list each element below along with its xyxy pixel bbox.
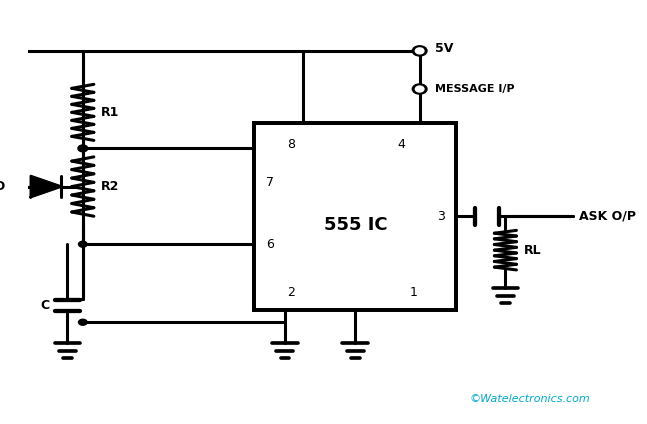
Text: 555 IC: 555 IC — [324, 216, 387, 234]
Text: RL: RL — [524, 244, 542, 257]
Text: 4: 4 — [397, 138, 405, 151]
Circle shape — [412, 84, 427, 94]
Text: 3: 3 — [437, 210, 445, 223]
Text: 5V: 5V — [435, 42, 454, 55]
Circle shape — [78, 241, 87, 247]
Circle shape — [415, 86, 424, 92]
Text: R2: R2 — [101, 180, 120, 193]
Text: 7: 7 — [266, 176, 274, 189]
Text: D: D — [0, 180, 5, 193]
Text: ASK O/P: ASK O/P — [579, 210, 636, 223]
Circle shape — [415, 48, 424, 54]
Text: 6: 6 — [266, 238, 274, 251]
Text: 2: 2 — [287, 286, 295, 299]
Polygon shape — [31, 176, 61, 197]
Bar — [254, 123, 456, 310]
Text: MESSAGE I/P: MESSAGE I/P — [435, 84, 514, 94]
Text: 8: 8 — [287, 138, 295, 151]
Text: ©Watelectronics.com: ©Watelectronics.com — [470, 393, 590, 404]
Circle shape — [412, 46, 427, 56]
Text: 1: 1 — [410, 286, 417, 299]
Circle shape — [78, 145, 88, 152]
Text: R1: R1 — [101, 106, 120, 119]
Circle shape — [78, 319, 87, 325]
Text: C: C — [40, 299, 49, 312]
